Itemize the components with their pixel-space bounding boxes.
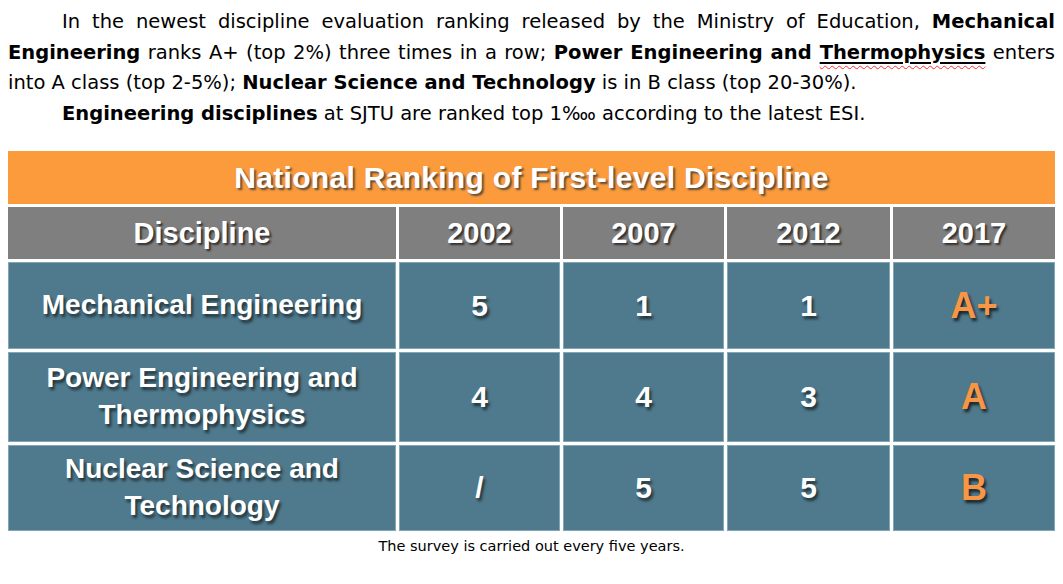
row1-grade-cell: A+ xyxy=(893,262,1055,349)
term-nuclear-science: Nuclear Science and Technology xyxy=(242,71,595,94)
intro-p2-text: at SJTU are ranked top 1‱ according to t… xyxy=(318,102,866,125)
table-grid: Discipline 2002 2007 2012 2017 Mechanica… xyxy=(8,207,1055,531)
row2-2012-cell: 3 xyxy=(727,352,890,442)
row1-discipline-cell: Mechanical Engineering xyxy=(8,262,396,349)
intro-p1-text: is in B class (top 20-30%). xyxy=(596,71,857,94)
column-header-2007: 2007 xyxy=(563,207,724,259)
column-header-2017: 2017 xyxy=(893,207,1055,259)
table-caption: The survey is carried out every five yea… xyxy=(8,538,1055,554)
row2-2002-cell: 4 xyxy=(399,352,560,442)
spellcheck-underlined-word: Thermophysics xyxy=(820,41,986,64)
intro-p1-text: ranks A+ (top 2%) three times in a row; xyxy=(140,41,553,64)
intro-paragraph-2: Engineering disciplines at SJTU are rank… xyxy=(8,99,1055,130)
ranking-table: National Ranking of First-level Discipli… xyxy=(8,151,1055,554)
row1-2007-cell: 1 xyxy=(563,262,724,349)
term-engineering-disciplines: Engineering disciplines xyxy=(62,102,318,125)
row2-2007-cell: 4 xyxy=(563,352,724,442)
row2-discipline-cell: Power Engineering and Thermophysics xyxy=(8,352,396,442)
row3-2002-cell: / xyxy=(399,445,560,531)
term-power-engineering: Power Engineering and xyxy=(554,41,820,64)
row1-2012-cell: 1 xyxy=(727,262,890,349)
column-header-discipline: Discipline xyxy=(8,207,396,259)
intro-p1-text: In the newest discipline evaluation rank… xyxy=(62,10,932,33)
column-header-2002: 2002 xyxy=(399,207,560,259)
table-title: National Ranking of First-level Discipli… xyxy=(234,161,828,195)
row3-grade-cell: B xyxy=(893,445,1055,531)
row3-2007-cell: 5 xyxy=(563,445,724,531)
row2-grade-cell: A xyxy=(893,352,1055,442)
column-header-2012: 2012 xyxy=(727,207,890,259)
row3-discipline-cell: Nuclear Science and Technology xyxy=(8,445,396,531)
slide-page: In the newest discipline evaluation rank… xyxy=(0,0,1063,584)
table-title-bar: National Ranking of First-level Discipli… xyxy=(8,151,1055,204)
row3-2012-cell: 5 xyxy=(727,445,890,531)
term-thermophysics: Thermophysics xyxy=(820,41,986,64)
intro-text-block: In the newest discipline evaluation rank… xyxy=(8,7,1055,129)
intro-paragraph-1: In the newest discipline evaluation rank… xyxy=(8,7,1055,99)
row1-2002-cell: 5 xyxy=(399,262,560,349)
